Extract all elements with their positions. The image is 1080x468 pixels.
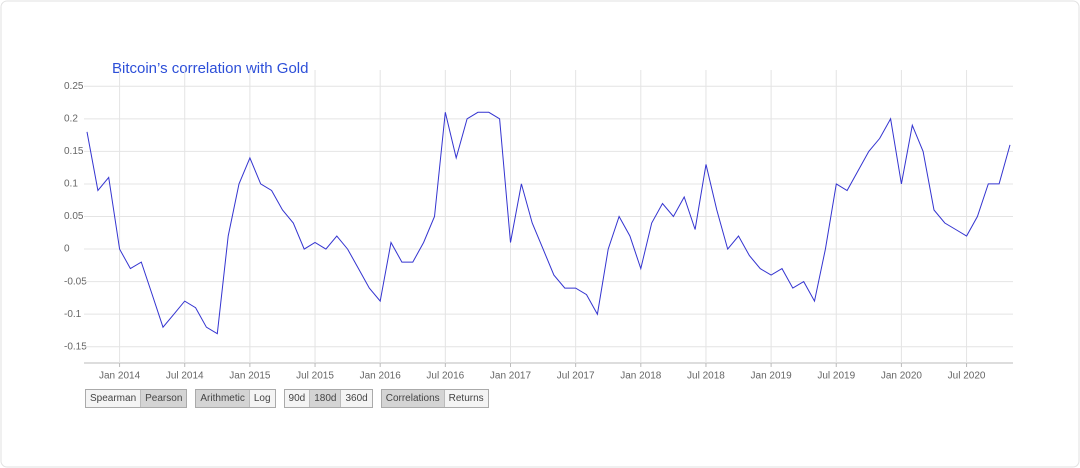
y-tick-label: -0.05 <box>64 276 87 287</box>
x-tick-label: Jan 2015 <box>229 371 271 382</box>
x-tick-label: Jul 2019 <box>817 371 855 382</box>
controls: Spearman Pearson Arithmetic Log 90d 180d 360d C… <box>85 389 489 408</box>
toggle-button[interactable]: 90d <box>284 390 311 407</box>
toggle-button[interactable]: Pearson <box>141 390 187 407</box>
button-group: Spearman Pearson <box>85 389 188 408</box>
x-tick-label: Jan 2016 <box>360 371 402 382</box>
toggle-button[interactable]: Arithmetic <box>196 390 250 407</box>
button-group: Arithmetic Log <box>195 389 276 408</box>
x-tick-label: Jul 2017 <box>557 371 595 382</box>
y-tick-label: 0.25 <box>64 81 84 92</box>
toggle-button[interactable]: Log <box>249 390 275 407</box>
x-tick-label: Jan 2019 <box>751 371 793 382</box>
x-tick-label: Jul 2016 <box>426 371 464 382</box>
y-tick-label: -0.15 <box>64 341 87 352</box>
toggle-button[interactable]: Returns <box>444 390 488 407</box>
x-tick-label: Jul 2018 <box>687 371 725 382</box>
x-tick-label: Jan 2017 <box>490 371 532 382</box>
x-tick-label: Jan 2014 <box>99 371 141 382</box>
button-group: Correlations Returns <box>380 389 489 408</box>
toggle-button[interactable]: Correlations <box>381 390 445 407</box>
toggle-button[interactable]: 360d <box>341 390 372 407</box>
x-tick-label: Jan 2018 <box>620 371 662 382</box>
y-tick-label: 0.2 <box>64 113 78 124</box>
y-tick-label: -0.1 <box>64 309 82 320</box>
x-tick-label: Jul 2020 <box>948 371 986 382</box>
button-group: 90d 180d 360d <box>283 389 373 408</box>
y-tick-label: 0.15 <box>64 146 84 157</box>
y-tick-label: 0.1 <box>64 179 78 190</box>
x-tick-label: Jul 2015 <box>296 371 334 382</box>
y-tick-label: 0.05 <box>64 211 84 222</box>
x-tick-label: Jan 2020 <box>881 371 923 382</box>
x-tick-label: Jul 2014 <box>166 371 204 382</box>
toggle-button[interactable]: 180d <box>310 390 342 407</box>
y-tick-label: 0 <box>64 244 70 255</box>
toggle-button[interactable]: Spearman <box>86 390 142 407</box>
chart-title: Bitcoin’s correlation with Gold <box>112 60 308 77</box>
series-line <box>86 111 1011 335</box>
